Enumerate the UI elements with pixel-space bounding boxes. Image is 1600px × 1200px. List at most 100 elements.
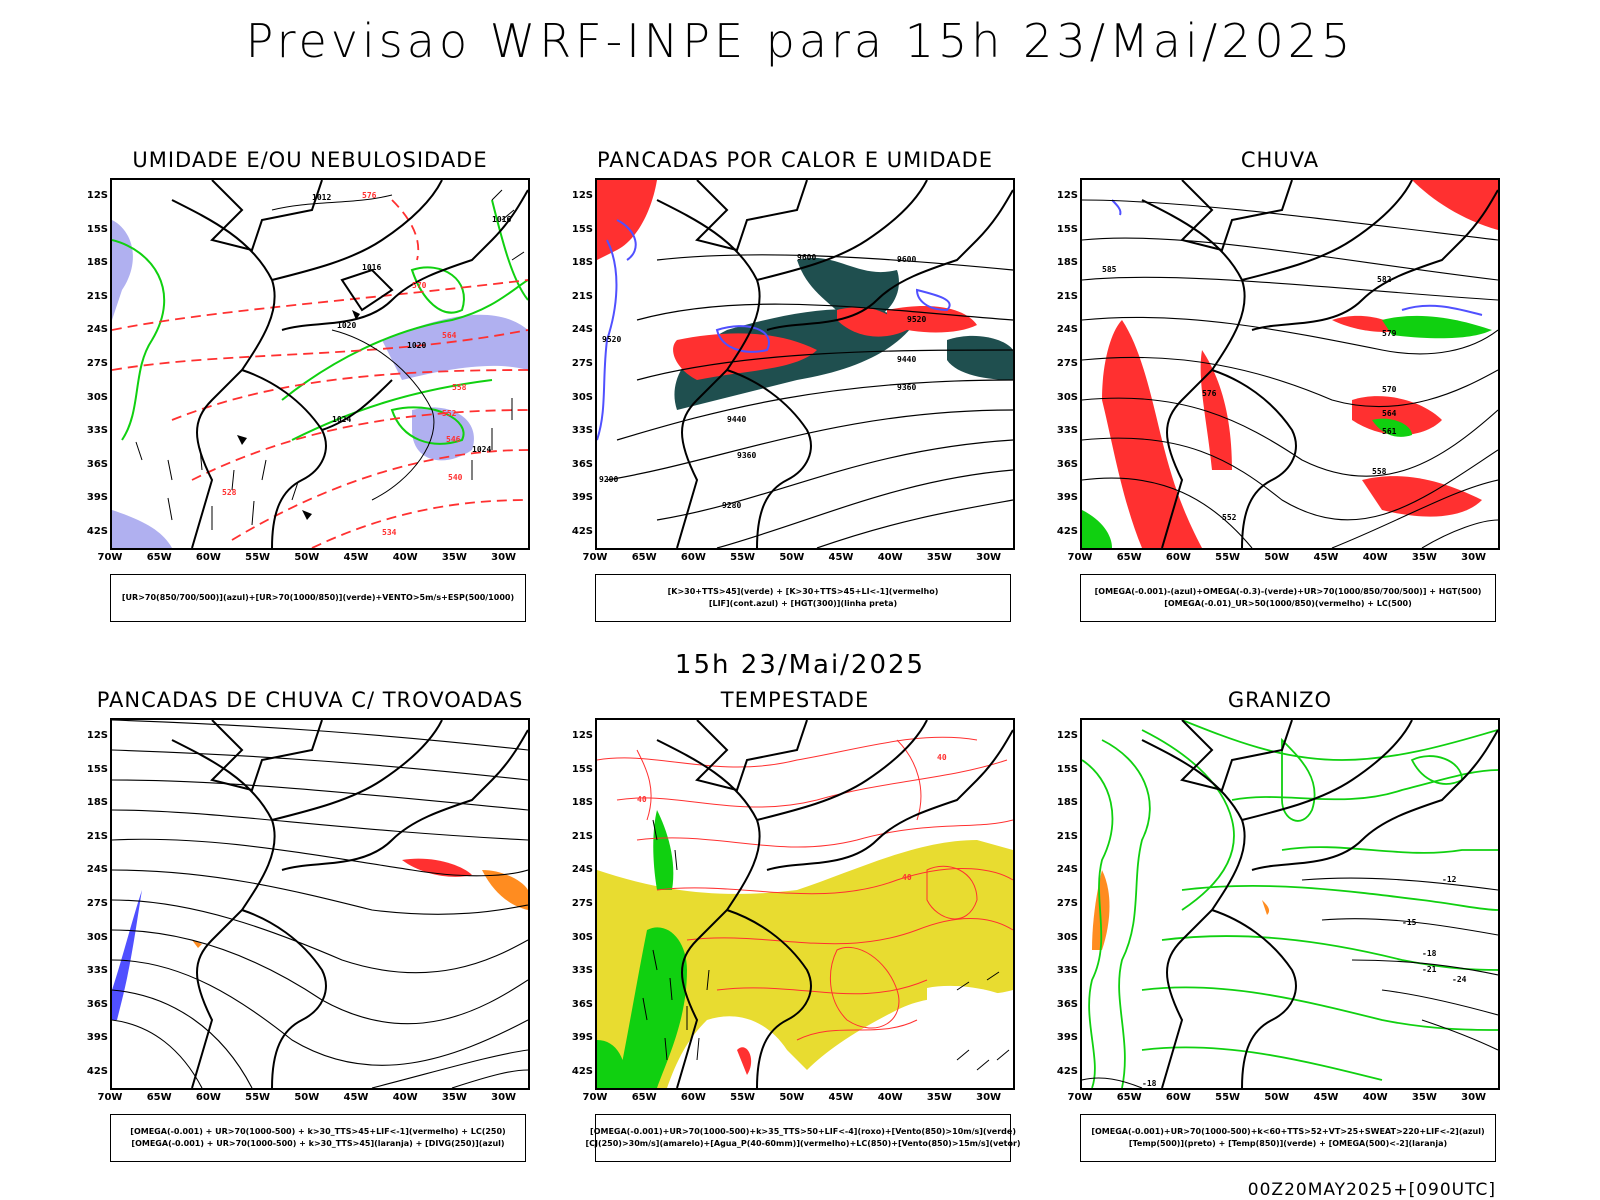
panel-tempestade: TEMPESTADE (565, 688, 1025, 1178)
lat-label: 27S (571, 898, 593, 909)
lat-label: 27S (1056, 898, 1078, 909)
map-label: 1024 (472, 445, 491, 454)
lon-label: 50W (779, 1092, 805, 1103)
lat-label: 15S (86, 763, 108, 775)
map-label: 534 (382, 528, 397, 537)
lat-label: 24S (571, 324, 593, 336)
legend-line: [OMEGA(-0.001) + UR>70(1000-500) + k>30_… (130, 1127, 506, 1136)
map-label: -15 (1402, 918, 1417, 927)
lat-label: 12S (571, 730, 593, 741)
legend-box: [OMEGA(-0.001)+UR>70(1000-500)+k<60+TTS>… (1080, 1114, 1496, 1162)
panel-pancadas-calor: PANCADAS POR CALOR E UMIDADE (565, 148, 1025, 638)
lat-label: 39S (1056, 1032, 1078, 1044)
legend-box: [UR>70(850/700/500)](azul)+[UR>70(1000/8… (110, 574, 526, 622)
map-label: -12 (1442, 875, 1457, 884)
lon-label: 65W (146, 1092, 172, 1103)
map-label: 570 (1382, 385, 1397, 394)
map-label: 1020 (337, 321, 356, 330)
lon-label: 35W (1411, 1092, 1437, 1103)
lon-label: 45W (828, 552, 854, 563)
lon-label: 55W (730, 1092, 756, 1103)
map-chuva: 582 585 576 570 564 558 552 579 561 (1080, 178, 1500, 550)
lon-label: 50W (294, 1092, 320, 1103)
map-label: 540 (448, 473, 463, 482)
lon-label: 45W (1313, 552, 1339, 563)
map-label: 579 (1382, 329, 1397, 338)
lat-label: 21S (86, 830, 108, 842)
lat-label: 18S (571, 797, 593, 809)
lon-label: 35W (441, 552, 467, 563)
map-label: 564 (442, 331, 457, 340)
lon-label: 45W (343, 552, 369, 563)
lon-label: 60W (680, 552, 706, 563)
map-label: 582 (1377, 275, 1392, 284)
lat-label: 39S (1056, 492, 1078, 504)
lon-label: 50W (779, 552, 805, 563)
lon-label: 40W (1362, 552, 1388, 563)
lon-label: 35W (441, 1092, 467, 1103)
lon-label: 30W (491, 552, 517, 563)
lat-label: 12S (1056, 730, 1078, 741)
lat-label: 12S (1056, 190, 1078, 201)
lat-label: 24S (86, 864, 108, 876)
map-label: 1016 (362, 263, 381, 272)
lon-label: 30W (1461, 1092, 1487, 1103)
lat-label: 42S (1056, 1066, 1078, 1077)
panel-title: PANCADAS DE CHUVA C/ TROVOADAS (96, 688, 524, 712)
map-granizo: -12 -15 -18 -21 -24 -18 (1080, 718, 1500, 1090)
map-label: 552 (442, 409, 457, 418)
legend-line: [K>30+TTS>45](verde) + [K>30+TTS>45+LI<-… (667, 587, 939, 596)
lon-label: 45W (828, 1092, 854, 1103)
lon-label: 55W (1215, 552, 1241, 563)
lon-label: 45W (343, 1092, 369, 1103)
panel-title: PANCADAS POR CALOR E UMIDADE (596, 148, 994, 172)
map-label: 9600 (897, 255, 916, 264)
lon-label: 50W (294, 552, 320, 563)
lon-label: 60W (1165, 552, 1191, 563)
lon-label: 40W (392, 1092, 418, 1103)
lat-label: 18S (86, 797, 108, 809)
map-pancadas-trovoadas (110, 718, 530, 1090)
lat-label: 21S (86, 290, 108, 302)
map-tempestade: 40 40 40 (595, 718, 1015, 1090)
lat-label: 39S (571, 1032, 593, 1044)
mid-title: 15h 23/Mai/2025 (674, 650, 926, 680)
lat-label: 36S (1056, 998, 1078, 1010)
lat-label: 15S (1056, 223, 1078, 235)
lon-label: 55W (245, 552, 271, 563)
lat-label: 39S (86, 1032, 108, 1044)
lat-label: 33S (571, 965, 593, 977)
map-label: 1020 (407, 341, 426, 350)
legend-line: [CJ(250)>30m/s](amarelo)+[Agua_P(40-60mm… (585, 1139, 1021, 1148)
lon-label: 40W (392, 552, 418, 563)
legend-line: [OMEGA(-0.01)_UR>50(1000/850)(vermelho) … (1164, 599, 1412, 608)
run-timestamp: 00Z20MAY2025+[090UTC] (1247, 1180, 1496, 1200)
lat-label: 33S (1056, 965, 1078, 977)
lat-label: 33S (1056, 425, 1078, 437)
legend-line: [UR>70(850/700/500)](azul)+[UR>70(1000/8… (121, 593, 515, 602)
lat-label: 42S (571, 526, 593, 537)
lat-label: 42S (571, 1066, 593, 1077)
lat-label: 39S (86, 492, 108, 504)
legend-box: [OMEGA(-0.001)-(azul)+OMEGA(-0.3)-(verde… (1080, 574, 1496, 622)
lon-label: 40W (877, 1092, 903, 1103)
panel-umidade: UMIDADE E/OU NEBULOSIDADE (80, 148, 540, 638)
lat-label: 15S (571, 763, 593, 775)
panel-title: UMIDADE E/OU NEBULOSIDADE (132, 148, 488, 172)
lon-label: 65W (631, 1092, 657, 1103)
lat-label: 36S (86, 998, 108, 1010)
lat-label: 27S (86, 358, 108, 369)
map-label: 9200 (599, 475, 618, 484)
lon-label: 55W (245, 1092, 271, 1103)
lat-label: 39S (571, 492, 593, 504)
legend-box: [K>30+TTS>45](verde) + [K>30+TTS>45+LI<-… (595, 574, 1011, 622)
map-label: -18 (1142, 1079, 1157, 1088)
map-pancadas-calor: 9600 9600 9520 9520 9440 9440 9360 9280 … (595, 178, 1015, 550)
lon-label: 65W (631, 552, 657, 563)
map-label: 1012 (312, 193, 331, 202)
lat-label: 33S (571, 425, 593, 437)
lon-label: 30W (976, 1092, 1002, 1103)
map-label: 561 (1382, 427, 1397, 436)
map-label: 552 (1222, 513, 1237, 522)
lon-label: 30W (491, 1092, 517, 1103)
